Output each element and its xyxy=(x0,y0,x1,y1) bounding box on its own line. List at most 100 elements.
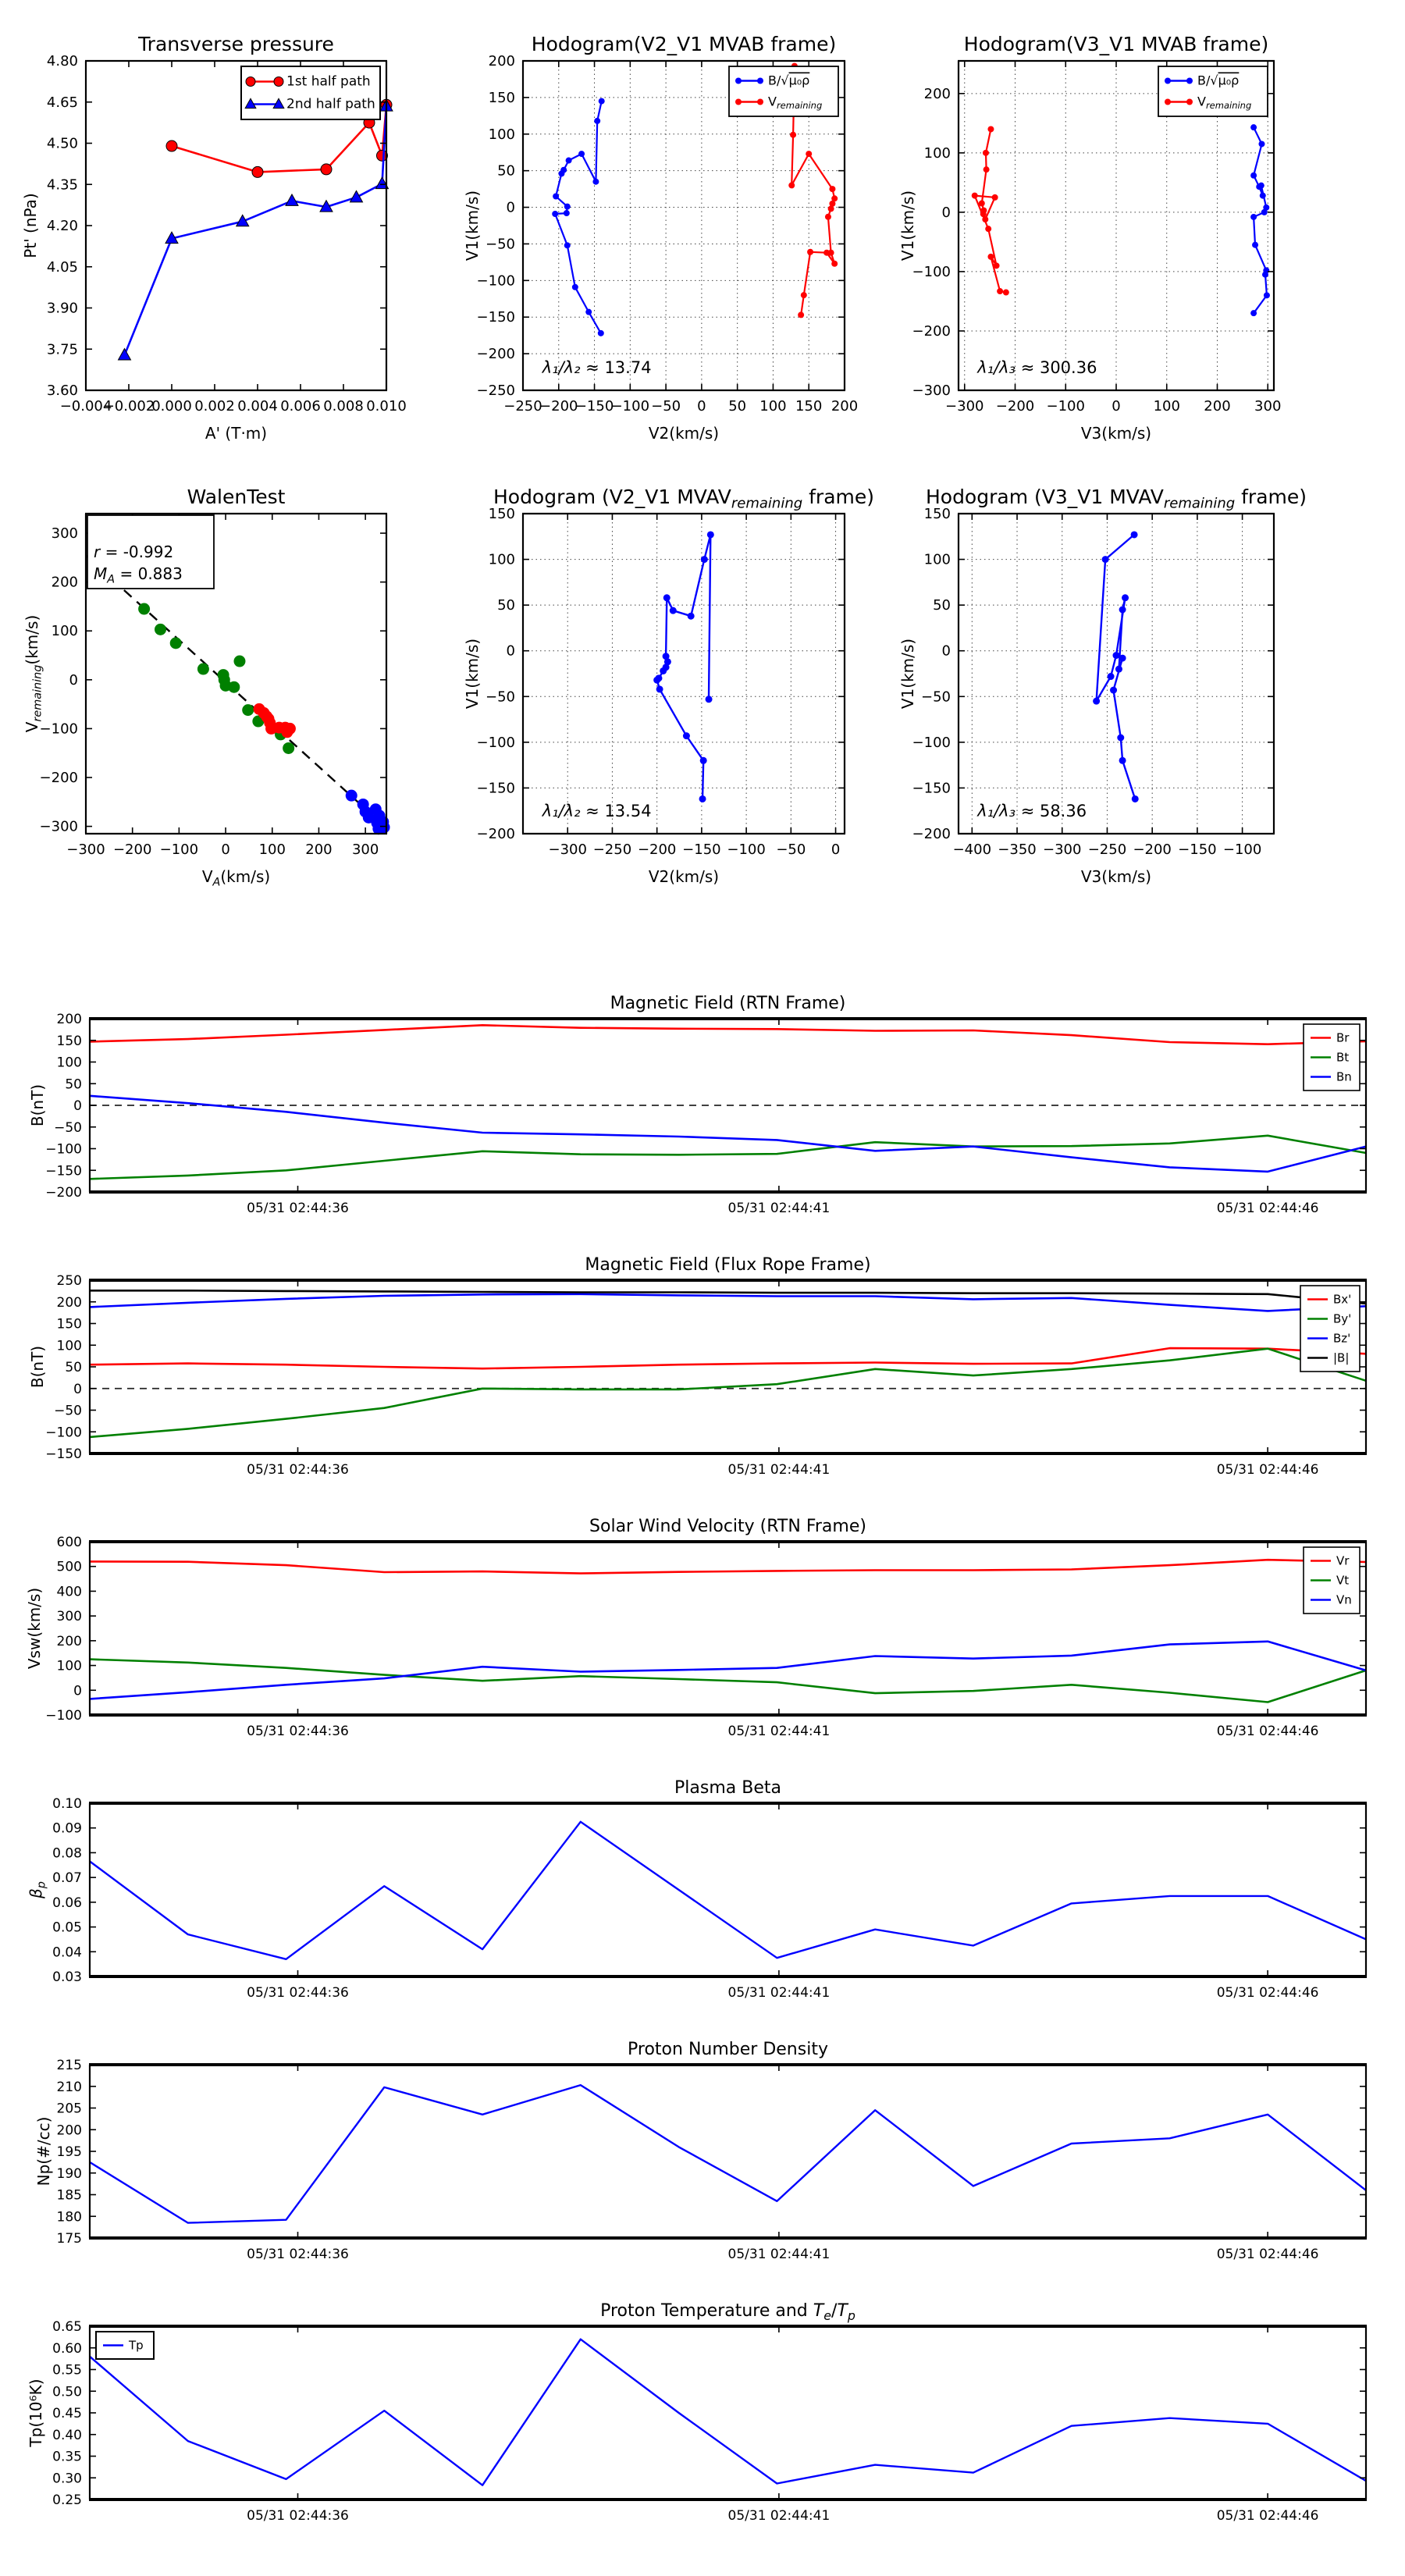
svg-text:05/31 02:44:36: 05/31 02:44:36 xyxy=(247,1201,349,1216)
svg-text:175: 175 xyxy=(57,2231,82,2247)
svg-text:200: 200 xyxy=(57,1012,82,1027)
panel-magnetic-field-flux-rope: 05/31 02:44:36 05/31 02:44:41 05/31 02:44:… xyxy=(28,1255,1368,1478)
svg-text:−300: −300 xyxy=(1043,841,1081,858)
svg-text:200: 200 xyxy=(1204,398,1230,415)
svg-text:180: 180 xyxy=(57,2209,82,2225)
svg-text:2nd half path: 2nd half path xyxy=(286,97,375,112)
series-transverse-pressure-1 xyxy=(117,98,393,361)
svg-text:V2(km/s): V2(km/s) xyxy=(649,424,719,443)
panel-walen-test: −300 −200 −100 0 100 200 300 −300 −200 −100 0 100 20… xyxy=(23,486,390,888)
series-solar-wind-velocity-rtn-0 xyxy=(89,1558,1367,1574)
svg-text:200: 200 xyxy=(57,1295,82,1311)
svg-text:−200: −200 xyxy=(113,841,151,858)
svg-text:05/31 02:44:46: 05/31 02:44:46 xyxy=(1217,1985,1319,2001)
svg-text:0.05: 0.05 xyxy=(52,1920,82,1936)
svg-text:−100: −100 xyxy=(1047,398,1085,415)
svg-text:Hodogram (V3_V1 MVAVremaining: Hodogram (V3_V1 MVAVremaining frame) xyxy=(926,486,1307,512)
svg-text:V3(km/s): V3(km/s) xyxy=(1081,424,1151,443)
svg-text:0: 0 xyxy=(73,1098,82,1114)
svg-text:−100: −100 xyxy=(611,398,649,415)
series-proton-number-density-0 xyxy=(89,2083,1367,2224)
svg-text:05/31 02:44:41: 05/31 02:44:41 xyxy=(728,2508,831,2524)
legend-hodogram-v3-v1-mvab: B/√μ₀ρ Vremaining xyxy=(1158,66,1268,117)
svg-text:−150: −150 xyxy=(477,780,515,796)
svg-text:Tp(10⁶K): Tp(10⁶K) xyxy=(27,2379,45,2447)
svg-text:−200: −200 xyxy=(40,770,78,786)
svg-text:−250: −250 xyxy=(477,382,515,399)
svg-text:−100: −100 xyxy=(40,720,78,737)
series-solar-wind-velocity-rtn-1 xyxy=(89,1658,1367,1703)
svg-text:400: 400 xyxy=(57,1584,82,1599)
svg-text:V1(km/s): V1(km/s) xyxy=(463,639,482,709)
svg-text:0.04: 0.04 xyxy=(52,1944,82,1960)
svg-text:B/√μ₀ρ: B/√μ₀ρ xyxy=(1197,73,1239,88)
svg-text:MA = 0.883: MA = 0.883 xyxy=(94,564,183,585)
series-magnetic-field-rtn-0 xyxy=(89,1024,1367,1045)
svg-text:210: 210 xyxy=(57,2080,82,2095)
svg-text:0.07: 0.07 xyxy=(52,1870,82,1886)
svg-text:−100: −100 xyxy=(45,1425,82,1440)
svg-text:V1(km/s): V1(km/s) xyxy=(898,190,917,261)
svg-text:VA(km/s): VA(km/s) xyxy=(202,867,270,888)
svg-text:150: 150 xyxy=(795,398,822,415)
svg-text:−300: −300 xyxy=(912,382,951,399)
svg-text:215: 215 xyxy=(57,2058,82,2073)
svg-text:0: 0 xyxy=(507,643,515,660)
svg-text:Bz': Bz' xyxy=(1333,1332,1350,1346)
svg-text:200: 200 xyxy=(831,398,858,415)
svg-text:−100: −100 xyxy=(45,1708,82,1724)
svg-text:05/31 02:44:36: 05/31 02:44:36 xyxy=(247,1985,349,2001)
svg-text:B(nT): B(nT) xyxy=(28,1084,47,1126)
svg-text:βp: βp xyxy=(27,1881,48,1899)
svg-text:−200: −200 xyxy=(912,323,951,340)
svg-text:−300: −300 xyxy=(945,398,984,415)
svg-text:−400: −400 xyxy=(953,841,991,858)
svg-text:−200: −200 xyxy=(45,1185,82,1201)
svg-text:Proton Number Density: Proton Number Density xyxy=(628,2040,828,2059)
svg-text:0.60: 0.60 xyxy=(52,2341,82,2357)
svg-text:Magnetic Field (RTN Frame): Magnetic Field (RTN Frame) xyxy=(610,994,846,1013)
svg-text:100: 100 xyxy=(52,623,78,639)
svg-text:250: 250 xyxy=(57,1273,82,1289)
svg-text:05/31 02:44:41: 05/31 02:44:41 xyxy=(728,2247,831,2262)
svg-text:4.35: 4.35 xyxy=(47,176,78,193)
svg-text:−50: −50 xyxy=(54,1404,82,1419)
svg-text:0.25: 0.25 xyxy=(52,2492,82,2508)
svg-text:Hodogram(V2_V1 MVAB frame): Hodogram(V2_V1 MVAB frame) xyxy=(532,33,836,55)
svg-text:−200: −200 xyxy=(996,398,1034,415)
svg-text:300: 300 xyxy=(352,841,379,858)
svg-text:0: 0 xyxy=(831,841,840,858)
svg-text:300: 300 xyxy=(57,1609,82,1624)
svg-text:0.10: 0.10 xyxy=(52,1796,82,1812)
svg-text:−250: −250 xyxy=(593,841,631,858)
svg-text:0.65: 0.65 xyxy=(52,2319,82,2335)
svg-text:0: 0 xyxy=(221,841,229,858)
svg-text:−150: −150 xyxy=(575,398,614,415)
legend-hodogram-v2-v1-mvab: B/√μ₀ρ Vremaining xyxy=(728,66,839,117)
svg-text:190: 190 xyxy=(57,2166,82,2182)
panel-solar-wind-velocity-rtn: 05/31 02:44:36 05/31 02:44:41 05/31 02:44:… xyxy=(25,1517,1368,1739)
svg-text:100: 100 xyxy=(924,552,951,568)
series-hodogram-v3-v1-mvav-remaining-0 xyxy=(1093,531,1139,802)
svg-text:By': By' xyxy=(1333,1312,1351,1326)
svg-text:−150: −150 xyxy=(682,841,720,858)
svg-text:Proton Temperature and Te/Tp: Proton Temperature and Te/Tp xyxy=(600,2301,855,2323)
panel-hodogram-v2-v1-mvab: −250−200−150−100 −50 0 50 100 150 200−250−200−… xyxy=(463,33,858,443)
svg-text:A' (T·m): A' (T·m) xyxy=(205,424,267,443)
svg-text:3.60: 3.60 xyxy=(47,382,78,399)
panel-hodogram-v2-v1-mvav-remaining: −300 −250 −200 −150 −100 −50 0 −200 −150 −100 −50 0… xyxy=(463,486,874,886)
svg-text:−250: −250 xyxy=(1088,841,1126,858)
svg-text:B/√μ₀ρ: B/√μ₀ρ xyxy=(768,73,809,88)
series-proton-temperature-0 xyxy=(89,2338,1367,2486)
svg-text:200: 200 xyxy=(924,86,951,102)
series-hodogram-v2-v1-mvab-1 xyxy=(788,62,838,318)
svg-text:Bt: Bt xyxy=(1336,1051,1349,1065)
svg-text:100: 100 xyxy=(57,1055,82,1071)
svg-text:|B|: |B| xyxy=(1333,1351,1349,1365)
svg-text:Vremaining(km/s): Vremaining(km/s) xyxy=(23,615,44,733)
series-hodogram-v2-v1-mvab-0 xyxy=(552,98,605,336)
svg-text:λ₁/λ₂ ≈ 13.74: λ₁/λ₂ ≈ 13.74 xyxy=(542,358,652,377)
panel-plasma-beta: 05/31 02:44:36 05/31 02:44:41 05/31 02:44:… xyxy=(27,1778,1368,2001)
